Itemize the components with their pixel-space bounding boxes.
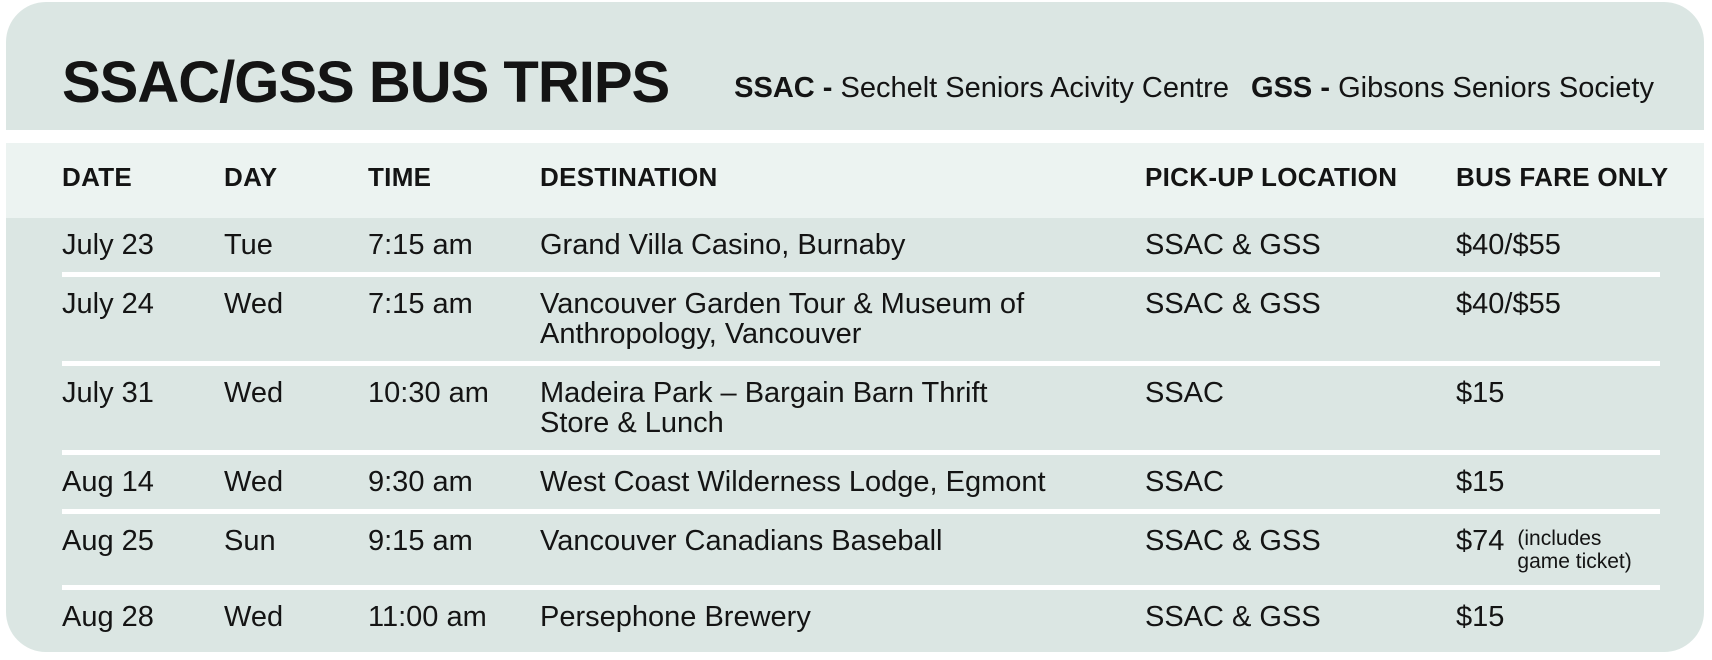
cell-fare: $15 [1456,602,1704,632]
fare-note: (includes game ticket) [1517,527,1632,573]
cell-destination: Vancouver Canadians Baseball [540,525,943,557]
header-cell-day: DAY [224,162,278,192]
fare-amount: $40/$55 [1456,288,1561,320]
cell-pickup: SSAC & GSS [1145,229,1321,261]
legend-ssac-text: Sechelt Seniors Acivity Centre [840,72,1229,104]
table-row: July 23 Tue 7:15 am Grand Villa Casino, … [6,218,1704,277]
trips-table: July 23 Tue 7:15 am Grand Villa Casino, … [6,218,1704,644]
cell-pickup: SSAC [1145,466,1224,498]
title-table-divider [6,130,1704,143]
cell-pickup: SSAC & GSS [1145,525,1321,557]
table-row: Aug 25 Sun 9:15 am Vancouver Canadians B… [6,514,1704,590]
cell-pickup: SSAC & GSS [1145,288,1321,320]
cell-time: 11:00 am [368,601,487,633]
legend-gss-label: GSS - [1251,72,1330,104]
cell-date: Aug 28 [62,601,154,633]
cell-date: July 23 [62,229,154,261]
cell-day: Sun [224,525,276,557]
cell-time: 7:15 am [368,229,473,261]
cell-time: 9:15 am [368,525,473,557]
cell-destination: Madeira Park – Bargain Barn Thrift Store… [540,377,988,439]
header-cell-time: TIME [368,162,432,192]
cell-fare: $15 [1456,378,1704,408]
header-cell-pickup: PICK-UP LOCATION [1145,162,1398,192]
legend-gss-text: Gibsons Seniors Society [1338,72,1654,104]
cell-date: July 31 [62,377,154,409]
cell-destination: Persephone Brewery [540,601,811,633]
cell-fare: $40/$55 [1456,230,1704,260]
legend-ssac-label: SSAC - [734,72,833,104]
cell-pickup: SSAC [1145,377,1224,409]
table-header-row: DATE DAY TIME DESTINATION PICK-UP LOCATI… [6,143,1704,218]
cell-destination: West Coast Wilderness Lodge, Egmont [540,466,1046,498]
cell-time: 10:30 am [368,377,489,409]
fare-amount: $74 [1456,525,1505,557]
cell-fare: $74 (includes game ticket) [1456,526,1704,573]
header-cell-fare: BUS FARE ONLY [1456,162,1669,192]
cell-date: Aug 14 [62,466,154,498]
header-cell-destination: DESTINATION [540,162,718,192]
fare-amount: $40/$55 [1456,229,1561,261]
table-row: July 24 Wed 7:15 am Vancouver Garden Tou… [6,277,1704,366]
schedule-card: SSAC/GSS BUS TRIPS SSAC - Sechelt Senior… [6,2,1704,652]
cell-day: Wed [224,466,284,498]
table-row: July 31 Wed 10:30 am Madeira Park – Barg… [6,366,1704,455]
header-cell-date: DATE [62,162,133,192]
legend: SSAC - Sechelt Seniors Acivity Centre GS… [734,74,1654,103]
cell-day: Wed [224,601,284,633]
title-band: SSAC/GSS BUS TRIPS SSAC - Sechelt Senior… [6,2,1704,130]
cell-time: 7:15 am [368,288,473,320]
page-title: SSAC/GSS BUS TRIPS [62,50,670,115]
cell-date: Aug 25 [62,525,154,557]
cell-pickup: SSAC & GSS [1145,601,1321,633]
cell-day: Wed [224,377,284,409]
cell-destination: Grand Villa Casino, Burnaby [540,229,906,261]
cell-date: July 24 [62,288,154,320]
fare-amount: $15 [1456,377,1505,409]
table-row: Aug 28 Wed 11:00 am Persephone Brewery S… [6,590,1704,644]
fare-amount: $15 [1456,601,1505,633]
cell-fare: $40/$55 [1456,289,1704,319]
cell-day: Wed [224,288,284,320]
cell-fare: $15 [1456,467,1704,497]
table-row: Aug 14 Wed 9:30 am West Coast Wilderness… [6,455,1704,514]
cell-time: 9:30 am [368,466,473,498]
cell-day: Tue [224,229,273,261]
fare-amount: $15 [1456,466,1505,498]
cell-destination: Vancouver Garden Tour & Museum of Anthro… [540,288,1025,350]
